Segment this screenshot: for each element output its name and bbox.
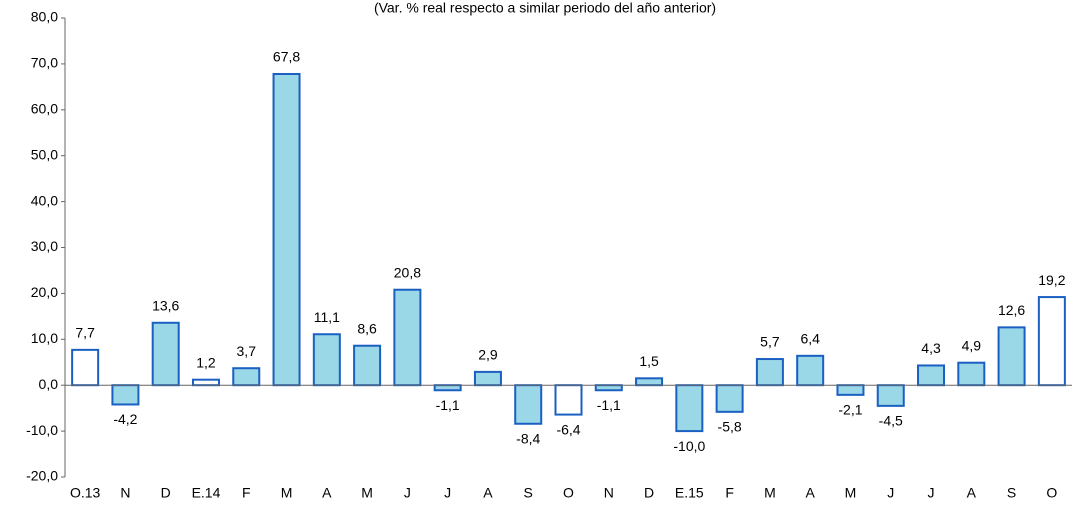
value-label: 6,4 — [800, 331, 820, 347]
x-tick-label: O — [1046, 485, 1057, 501]
bar — [191, 378, 220, 387]
x-tick-label: O — [563, 485, 574, 501]
bar — [997, 326, 1026, 387]
chart-subtitle: (Var. % real respecto a similar periodo … — [374, 0, 716, 16]
value-label: 1,2 — [196, 354, 216, 370]
bar — [876, 384, 905, 407]
value-label: -4,5 — [879, 413, 903, 429]
bar — [796, 354, 825, 387]
bar — [393, 288, 422, 387]
x-tick-label: A — [483, 485, 493, 501]
x-tick-label: F — [725, 485, 734, 501]
x-tick-label: J — [887, 485, 894, 501]
bar — [433, 384, 462, 392]
x-tick-label: D — [644, 485, 654, 501]
y-tick-label: 60,0 — [31, 101, 58, 117]
bar — [635, 377, 664, 387]
x-tick-label: S — [524, 485, 533, 501]
y-tick-label: 70,0 — [31, 55, 58, 71]
value-label: -6,4 — [556, 421, 580, 437]
y-tick-label: 20,0 — [31, 284, 58, 300]
x-tick-label: J — [928, 485, 935, 501]
bar — [917, 364, 946, 387]
x-tick-label: S — [1007, 485, 1016, 501]
bar — [312, 333, 341, 387]
x-tick-label: D — [161, 485, 171, 501]
x-tick-label: N — [604, 485, 614, 501]
value-label: 19,2 — [1038, 272, 1065, 288]
value-label: 12,6 — [998, 302, 1025, 318]
bar — [836, 384, 865, 396]
value-label: -1,1 — [597, 397, 621, 413]
bar — [111, 384, 140, 406]
x-tick-label: J — [404, 485, 411, 501]
value-label: -1,1 — [436, 397, 460, 413]
value-label: 3,7 — [237, 343, 257, 359]
value-label: 13,6 — [152, 297, 179, 313]
value-label: 4,3 — [921, 340, 941, 356]
value-label: 7,7 — [75, 325, 95, 341]
x-tick-label: M — [845, 485, 857, 501]
y-tick-label: 30,0 — [31, 238, 58, 254]
x-tick-label: N — [120, 485, 130, 501]
bar — [1037, 296, 1066, 387]
bar — [715, 384, 744, 413]
value-label: 4,9 — [962, 337, 982, 353]
x-tick-label: A — [322, 485, 332, 501]
bar — [675, 384, 704, 433]
x-tick-label: J — [444, 485, 451, 501]
value-label: 5,7 — [760, 334, 780, 350]
y-tick-label: 40,0 — [31, 192, 58, 208]
bar — [554, 384, 583, 416]
y-tick-label: 80,0 — [31, 9, 58, 25]
value-label: -8,4 — [516, 430, 540, 446]
x-tick-label: M — [361, 485, 373, 501]
x-tick-label: A — [967, 485, 977, 501]
bar — [353, 344, 382, 387]
x-tick-label: O.13 — [70, 485, 101, 501]
bar — [71, 348, 100, 387]
x-tick-label: E.14 — [192, 485, 221, 501]
bar — [594, 384, 623, 392]
bar — [151, 321, 180, 387]
value-label: -10,0 — [673, 438, 705, 454]
value-label: 20,8 — [394, 264, 421, 280]
x-tick-label: E.15 — [675, 485, 704, 501]
bar — [272, 72, 301, 387]
value-label: 8,6 — [357, 320, 377, 336]
x-tick-label: M — [281, 485, 293, 501]
value-label: 67,8 — [273, 49, 300, 65]
value-label: 2,9 — [478, 347, 498, 363]
bar — [755, 358, 784, 387]
y-tick-label: -20,0 — [26, 468, 58, 484]
bar — [957, 361, 986, 387]
value-label: 1,5 — [639, 353, 659, 369]
x-tick-label: F — [242, 485, 251, 501]
x-tick-label: A — [806, 485, 816, 501]
y-tick-label: 50,0 — [31, 146, 58, 162]
value-label: 11,1 — [314, 309, 340, 325]
value-label: -5,8 — [718, 419, 742, 435]
y-tick-label: -10,0 — [26, 422, 58, 438]
bar — [232, 367, 261, 387]
value-label: -2,1 — [838, 402, 862, 418]
value-label: -4,2 — [113, 411, 137, 427]
bar — [514, 384, 543, 425]
bar — [473, 370, 502, 387]
y-tick-label: 10,0 — [31, 330, 58, 346]
x-tick-label: M — [764, 485, 776, 501]
y-tick-label: 0,0 — [39, 376, 59, 392]
